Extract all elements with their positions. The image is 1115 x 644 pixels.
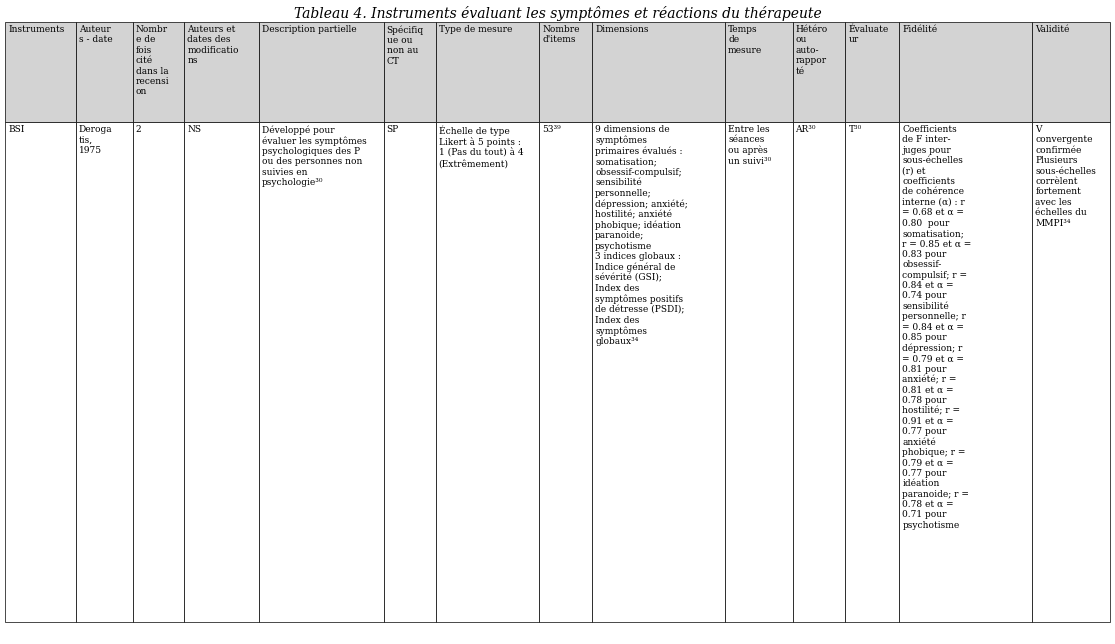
Bar [725, 22, 793, 122]
Bar [184, 122, 259, 622]
Text: BSI: BSI [8, 125, 25, 134]
Text: Tableau 4. Instruments évaluant les symptômes et réactions du thérapeute: Tableau 4. Instruments évaluant les symp… [293, 6, 822, 21]
Bar [725, 122, 793, 622]
Bar [793, 22, 845, 122]
Text: NS: NS [187, 125, 202, 134]
Bar [900, 22, 1032, 122]
Text: Échelle de type
Likert à 5 points :
1 (Pas du tout) à 4
(Extrêmement): Échelle de type Likert à 5 points : 1 (P… [438, 125, 523, 168]
Bar [184, 22, 259, 122]
Text: 9 dimensions de
symptômes
primaires évalués :
somatisation;
obsessif-compulsif;
: 9 dimensions de symptômes primaires éval… [595, 125, 688, 346]
Bar [76, 122, 133, 622]
Text: Description partielle: Description partielle [262, 25, 357, 34]
Text: 2: 2 [136, 125, 142, 134]
Text: Type de mesure: Type de mesure [438, 25, 512, 34]
Text: Hétéro
ou
auto-
rappor
té: Hétéro ou auto- rappor té [795, 25, 827, 75]
Bar [436, 122, 540, 622]
Text: AR³⁰: AR³⁰ [795, 125, 816, 134]
Bar [384, 122, 436, 622]
Bar [540, 22, 592, 122]
Bar [133, 122, 184, 622]
Bar [793, 122, 845, 622]
Bar [900, 122, 1032, 622]
Bar [845, 22, 900, 122]
Bar [4, 22, 76, 122]
Bar [845, 122, 900, 622]
Text: Validité: Validité [1035, 25, 1069, 34]
Text: Entre les
séances
ou après
un suivi³⁰: Entre les séances ou après un suivi³⁰ [728, 125, 772, 166]
Bar [592, 122, 725, 622]
Text: Développé pour
évaluer les symptômes
psychologiques des P
ou des personnes non
s: Développé pour évaluer les symptômes psy… [262, 125, 367, 187]
Bar [1032, 22, 1111, 122]
Text: 53³⁹: 53³⁹ [542, 125, 561, 134]
Text: Nombr
e de
fois
cité
dans la
recensi
on: Nombr e de fois cité dans la recensi on [136, 25, 169, 97]
Text: Évaluate
ur: Évaluate ur [849, 25, 889, 44]
Text: Temps
de
mesure: Temps de mesure [728, 25, 763, 55]
Bar [540, 122, 592, 622]
Bar [592, 22, 725, 122]
Text: Coefficients
de F inter-
juges pour
sous-échelles
(r) et
coefficients
de cohéren: Coefficients de F inter- juges pour sous… [902, 125, 971, 530]
Text: Nombre
d'items: Nombre d'items [542, 25, 580, 44]
Bar [4, 122, 76, 622]
Text: Dimensions: Dimensions [595, 25, 649, 34]
Text: Fidélité: Fidélité [902, 25, 938, 34]
Text: V
convergente
confirmée
Plusieurs
sous-échelles
corrèlent
fortement
avec les
éch: V convergente confirmée Plusieurs sous-é… [1035, 125, 1096, 227]
Bar [259, 122, 384, 622]
Bar [133, 22, 184, 122]
Text: Auteurs et
dates des
modificatio
ns: Auteurs et dates des modificatio ns [187, 25, 239, 65]
Bar [436, 22, 540, 122]
Bar [76, 22, 133, 122]
Text: Auteur
s - date: Auteur s - date [78, 25, 113, 44]
Text: Deroga
tis,
1975: Deroga tis, 1975 [78, 125, 113, 155]
Text: T³⁰: T³⁰ [849, 125, 862, 134]
Bar [259, 22, 384, 122]
Bar [1032, 122, 1111, 622]
Bar [384, 22, 436, 122]
Text: Instruments: Instruments [8, 25, 65, 34]
Text: SP: SP [387, 125, 399, 134]
Text: Spécifiq
ue ou
non au
CT: Spécifiq ue ou non au CT [387, 25, 424, 66]
